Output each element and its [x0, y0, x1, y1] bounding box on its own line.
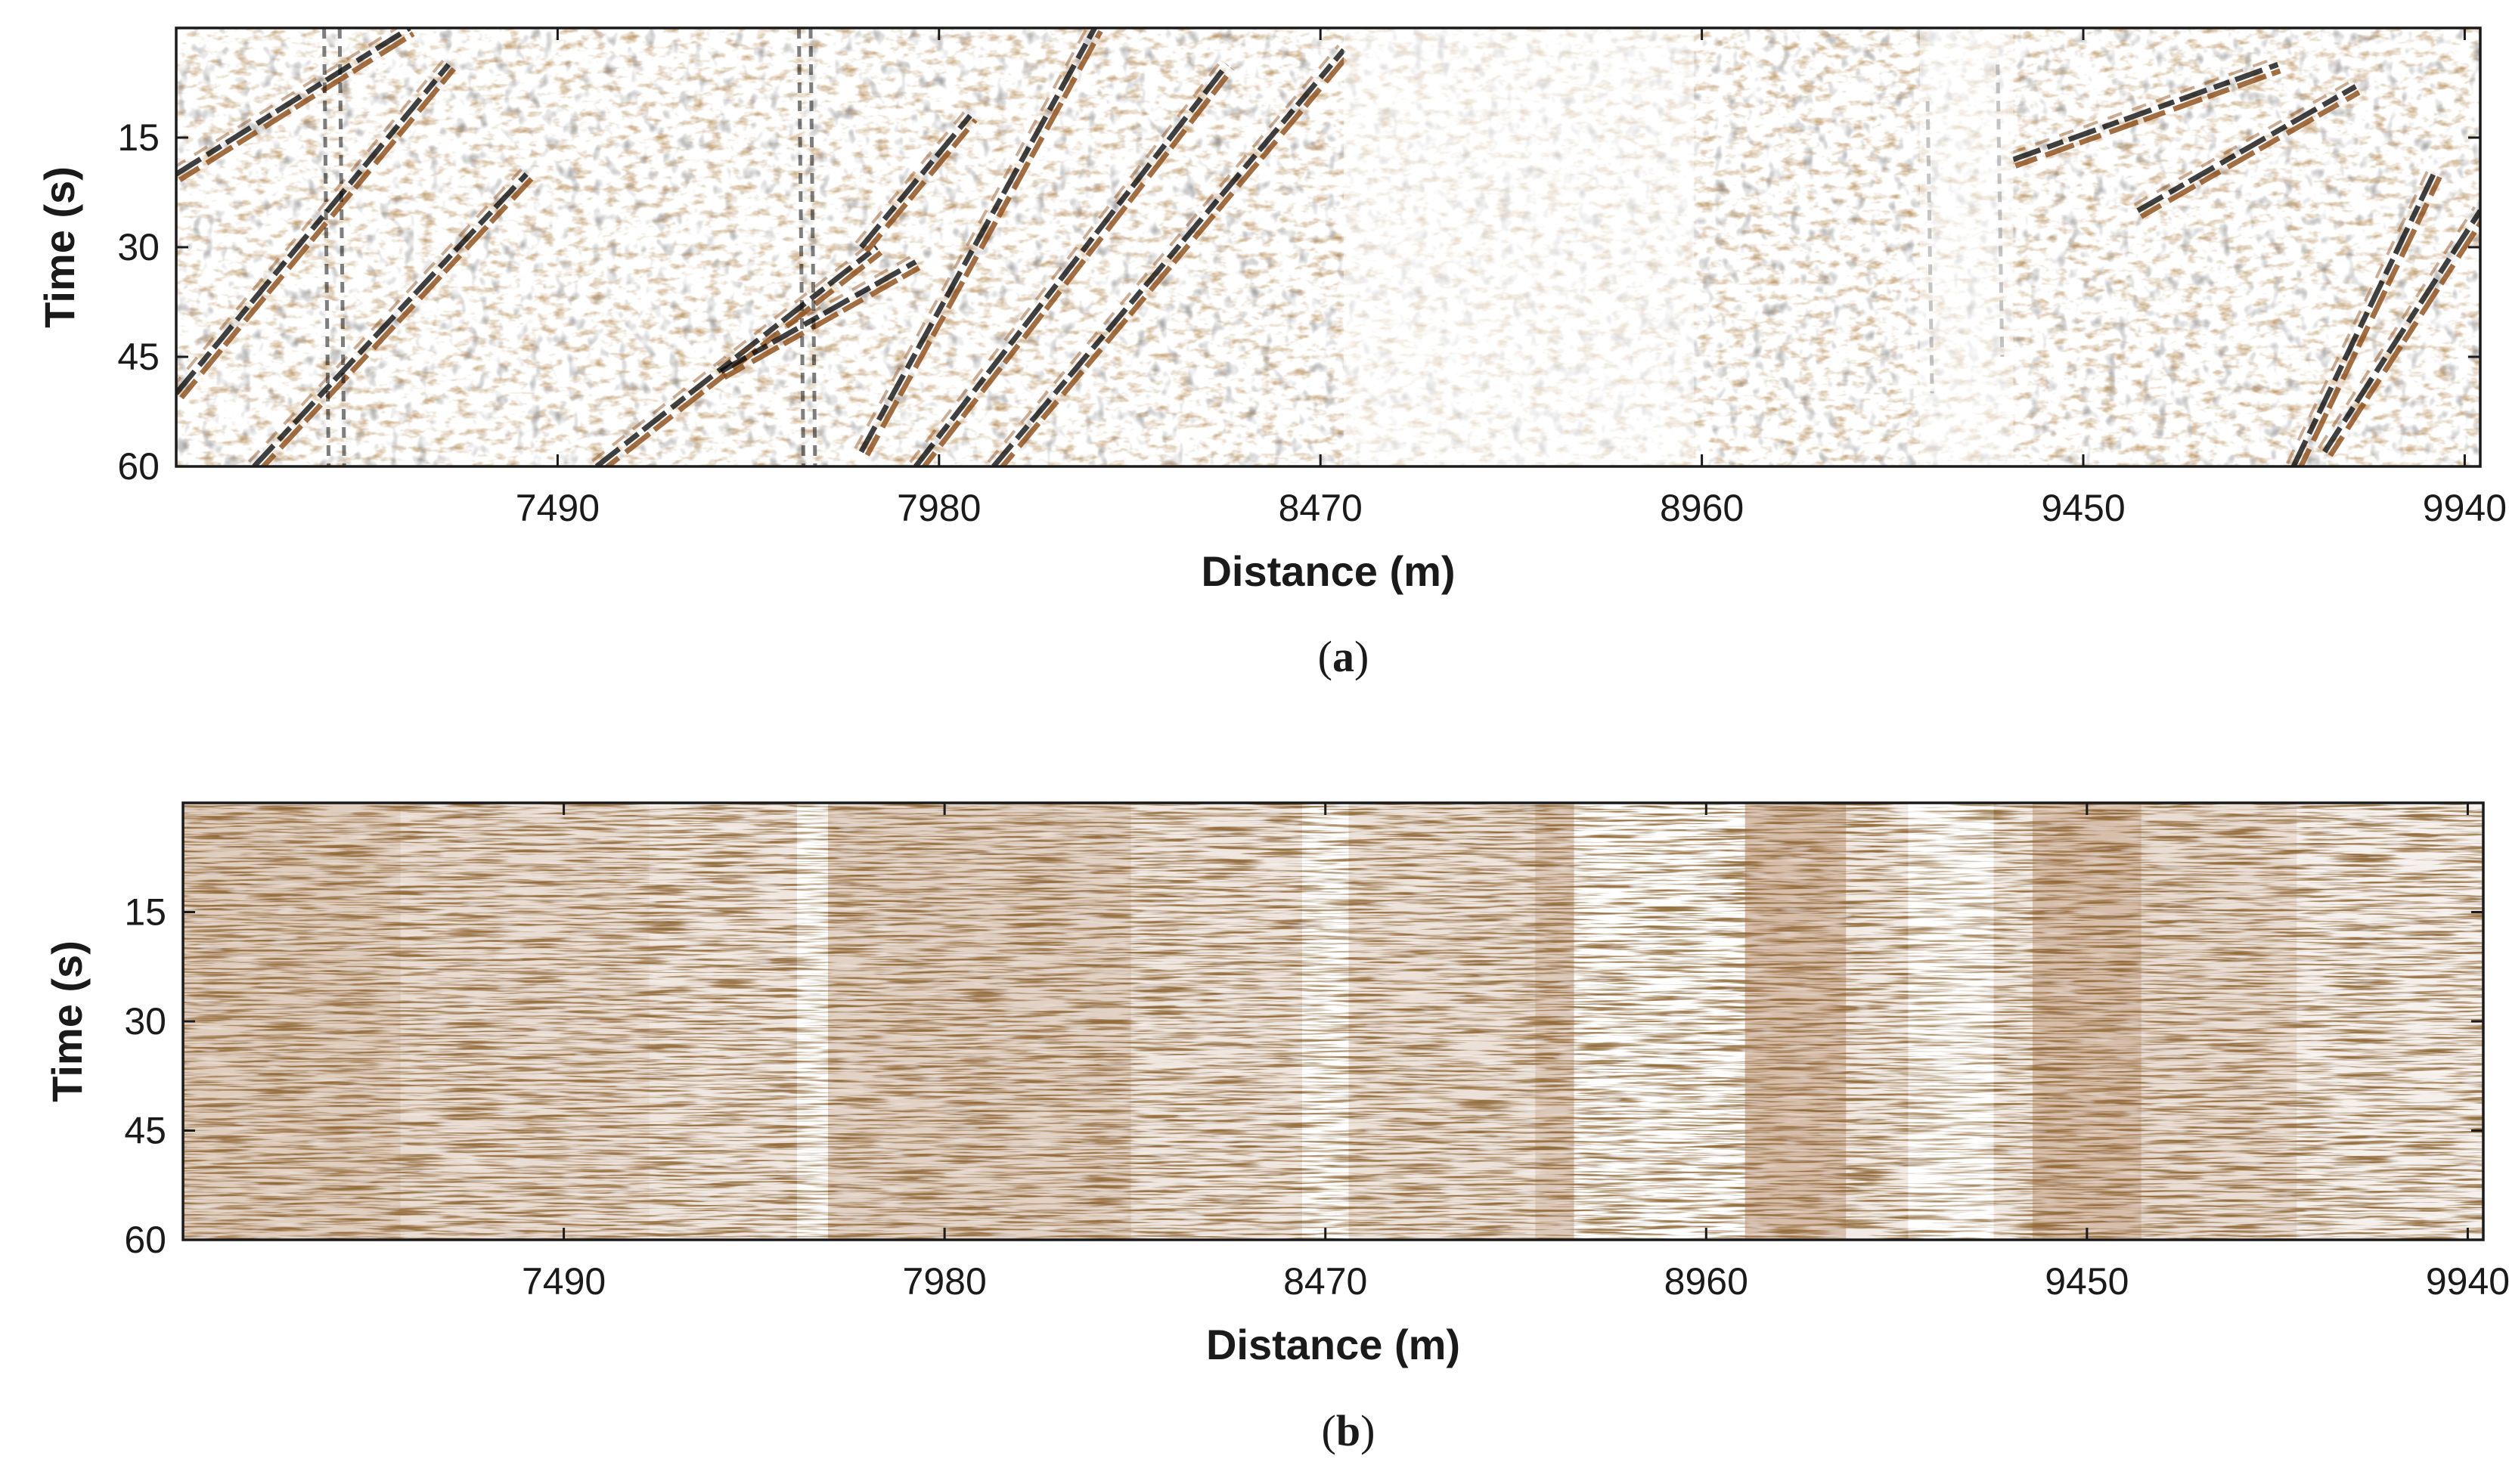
vertical-event [797, 28, 806, 466]
quiet-zone [1919, 28, 2014, 466]
dipping-event-brown [178, 31, 415, 182]
amplitude-field [176, 28, 2480, 466]
y-tick-label: 15 [117, 116, 160, 159]
dipping-event-halo [909, 59, 1223, 463]
dipping-event-dark [594, 245, 879, 466]
vertical-event [337, 28, 346, 466]
x-axis-label: Distance (m) [1201, 547, 1455, 595]
amplitude-field [183, 803, 2483, 1240]
panel-caption: (b) [1322, 1406, 1375, 1455]
vertical-event [322, 28, 331, 466]
dipping-event-halo [2286, 170, 2429, 464]
dipping-event-brown [259, 177, 534, 466]
y-tick-label: 45 [124, 1110, 166, 1152]
noise-texture-overlay [183, 803, 2483, 1240]
x-tick-label: 7490 [522, 1260, 606, 1303]
y-tick-label: 30 [117, 226, 160, 268]
dipping-event-dark [2012, 62, 2279, 163]
x-tick-label: 7980 [897, 487, 981, 529]
panel-caption-letter: a [1332, 632, 1354, 681]
panel-caption: (a) [1318, 632, 1369, 681]
y-axis-label: Time (s) [43, 940, 91, 1102]
dipping-event-brown [864, 118, 978, 253]
vertical-event [808, 28, 817, 466]
dipping-event-halo [176, 59, 445, 386]
x-axis-label: Distance (m) [1206, 1321, 1460, 1368]
dipping-event-dark [176, 63, 451, 395]
x-tick-label: 7490 [516, 487, 600, 529]
x-tick-label: 7980 [903, 1260, 987, 1303]
dipping-event-halo [854, 110, 966, 244]
panel-caption-letter: b [1336, 1406, 1360, 1455]
y-tick-label: 30 [124, 1000, 166, 1043]
dipping-event-brown [2014, 68, 2281, 169]
x-tick-label: 8960 [1660, 487, 1744, 529]
dipping-event-halo [717, 254, 913, 367]
x-tick-label: 8470 [1283, 1260, 1367, 1303]
y-tick-label: 60 [124, 1219, 166, 1261]
dipping-event-brown [2328, 218, 2480, 457]
dipping-event-halo [2317, 206, 2476, 449]
dipping-event-brown [179, 67, 456, 400]
y-axis-label: Time (s) [36, 166, 83, 328]
dipping-event-brown [999, 52, 1351, 466]
dipping-event-halo [176, 28, 400, 169]
dipping-event-dark [252, 172, 529, 466]
dipping-event-dark [913, 63, 1230, 466]
panel-b: 7490 7980 8470 8960 9450 9940 15 30 45 60 Distance… [43, 801, 2509, 1455]
quiet-zone [1344, 28, 1695, 466]
x-tick-label: 9940 [2426, 1260, 2509, 1303]
dipping-event-halo [987, 44, 1340, 463]
x-tick-label: 9940 [2423, 487, 2507, 529]
panel-a: 7490 7980 8470 8960 9450 9940 15 30 45 60 Distance… [36, 26, 2507, 681]
dipping-event-brown [723, 265, 921, 380]
dipping-event-dark [859, 113, 972, 249]
dipping-event-dark [991, 48, 1346, 466]
dipping-event-dark [2322, 209, 2480, 454]
dipping-event-halo [2133, 79, 2353, 206]
dipping-event-dark [2290, 172, 2436, 466]
x-tick-label: 8470 [1279, 487, 1363, 529]
y-tick-label: 45 [117, 336, 160, 378]
dipping-event-brown [920, 67, 1235, 466]
y-tick-label: 60 [117, 445, 160, 488]
y-tick-label: 15 [124, 891, 166, 934]
dipping-event-brown [2139, 90, 2361, 219]
x-tick-label: 9450 [2045, 1260, 2129, 1303]
dipping-event-brown [864, 29, 1103, 457]
x-tick-label: 9450 [2041, 487, 2125, 529]
dipping-event-dark [2136, 84, 2358, 213]
dipping-event-dark [719, 259, 917, 374]
x-tick-label: 8960 [1664, 1260, 1748, 1303]
dipping-event-brown [2298, 175, 2442, 466]
dipping-event-halo [591, 240, 874, 463]
noise-texture [176, 28, 2480, 466]
dipping-event-halo [854, 28, 1089, 450]
dipping-event-dark [176, 28, 411, 177]
dipping-event-halo [2010, 56, 2276, 155]
dipping-event-dark [858, 28, 1097, 454]
